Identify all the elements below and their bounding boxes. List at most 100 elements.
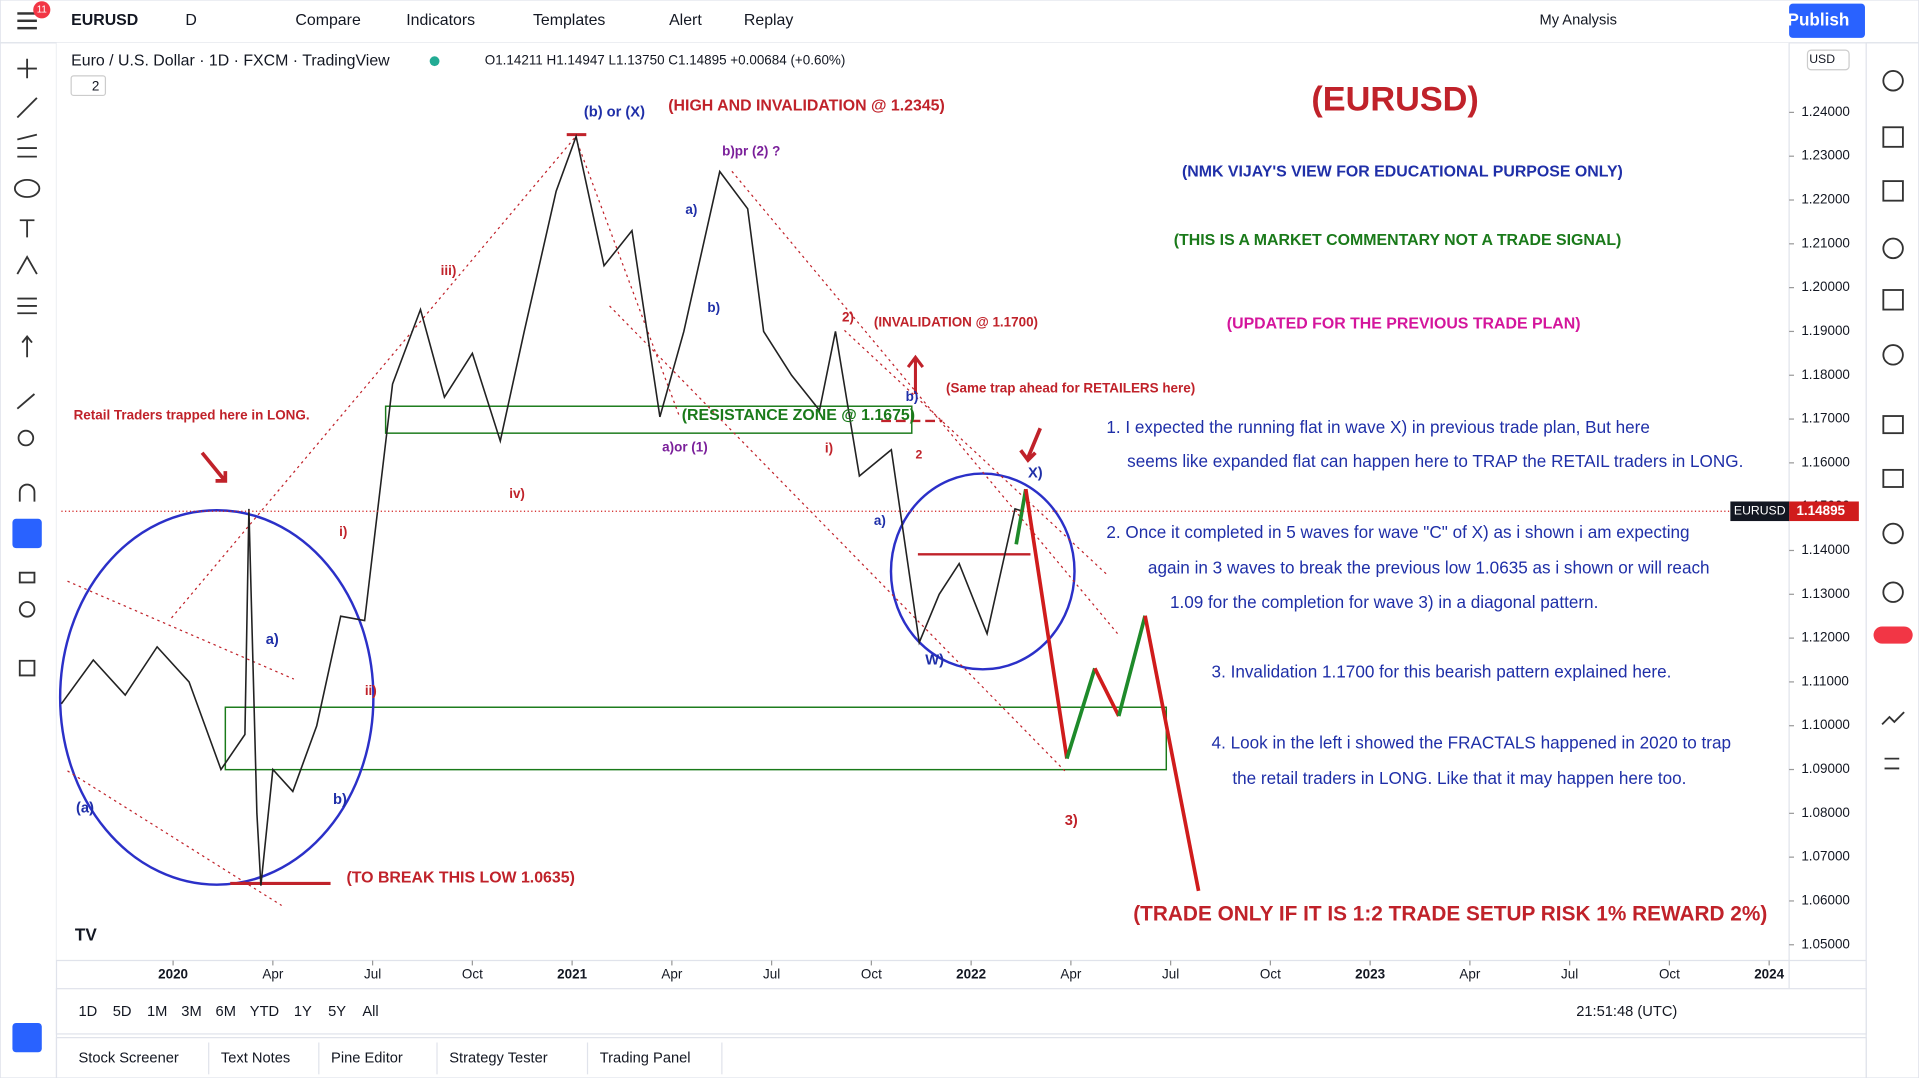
bottom-tab[interactable]: Stock Screener bbox=[79, 1050, 179, 1066]
y-tick-label: 1.05000 bbox=[1801, 936, 1850, 951]
collapse-button[interactable] bbox=[70, 75, 107, 97]
layout-name[interactable]: My Analysis bbox=[1539, 13, 1616, 29]
x-tick-label: 2024 bbox=[1754, 967, 1784, 982]
bottom-tab[interactable]: Pine Editor bbox=[331, 1050, 403, 1066]
annotation: 4. Look in the left i showed the FRACTAL… bbox=[1212, 732, 1731, 752]
annotation: (THIS IS A MARKET COMMENTARY NOT A TRADE… bbox=[1174, 232, 1622, 249]
last-price-box bbox=[1789, 501, 1859, 522]
x-tick-label: Oct bbox=[1260, 967, 1281, 982]
clock: 21:51:48 (UTC) bbox=[1576, 1004, 1677, 1020]
projection-leg bbox=[1143, 615, 1201, 892]
annotation: b) bbox=[906, 389, 919, 404]
y-tick-label: 1.19000 bbox=[1801, 323, 1850, 338]
toolbar-button[interactable]: Alert bbox=[669, 12, 702, 29]
toolbar-button[interactable]: Compare bbox=[295, 12, 361, 29]
toolbar-button[interactable]: Indicators bbox=[406, 12, 475, 29]
annotation: the retail traders in LONG. Like that it… bbox=[1232, 768, 1686, 788]
x-tick-label: Apr bbox=[1459, 967, 1480, 982]
y-tick-label: 1.07000 bbox=[1801, 849, 1850, 864]
chart-pane bbox=[56, 42, 1790, 961]
symbol-box bbox=[1730, 501, 1790, 522]
y-tick-label: 1.06000 bbox=[1801, 893, 1850, 908]
range-button[interactable]: 5Y bbox=[328, 1004, 346, 1020]
annotation: a) bbox=[874, 513, 886, 528]
active-tool[interactable] bbox=[12, 518, 42, 549]
range-button[interactable]: 1D bbox=[79, 1004, 98, 1020]
x-tick-label: 2020 bbox=[158, 967, 188, 982]
currency-button[interactable] bbox=[1806, 49, 1850, 71]
target-zone bbox=[224, 706, 1168, 771]
menu-icon[interactable] bbox=[17, 12, 37, 30]
annotation: a)or (1) bbox=[662, 439, 708, 454]
symbol[interactable]: EURUSD bbox=[71, 12, 138, 29]
bottom-tab[interactable]: Trading Panel bbox=[600, 1050, 691, 1066]
annotation: b) bbox=[707, 300, 720, 315]
x-tick-label: 2021 bbox=[557, 967, 587, 982]
range-button[interactable]: 1M bbox=[147, 1004, 167, 1020]
y-tick-label: 1.12000 bbox=[1801, 630, 1850, 645]
symbol-label: EURUSD bbox=[1734, 504, 1786, 518]
annotation: 2) bbox=[842, 310, 854, 325]
currency[interactable]: USD bbox=[1809, 52, 1835, 66]
projection-leg bbox=[1093, 667, 1121, 717]
annotation: b)pr (2) ? bbox=[722, 143, 780, 158]
x-tick-label: Jul bbox=[1561, 967, 1578, 982]
y-tick-label: 1.22000 bbox=[1801, 192, 1850, 207]
range-button[interactable]: 6M bbox=[216, 1004, 236, 1020]
x-tick-label: Oct bbox=[1659, 967, 1680, 982]
publish-label[interactable]: Publish bbox=[1788, 9, 1850, 29]
collapse-count[interactable]: 2 bbox=[92, 78, 99, 93]
x-tick-label: Apr bbox=[262, 967, 283, 982]
x-tick-label: Oct bbox=[462, 967, 483, 982]
y-tick-label: 1.23000 bbox=[1801, 148, 1850, 163]
price-line bbox=[60, 133, 1024, 886]
annotation: again in 3 waves to break the previous l… bbox=[1148, 558, 1710, 578]
annotation: (UPDATED FOR THE PREVIOUS TRADE PLAN) bbox=[1227, 315, 1581, 332]
x-tick-label: Apr bbox=[661, 967, 682, 982]
annotation: (TO BREAK THIS LOW 1.0635) bbox=[346, 870, 574, 887]
y-tick-label: 1.11000 bbox=[1801, 673, 1849, 688]
annotation: (EURUSD) bbox=[1311, 81, 1478, 119]
y-tick-label: 1.13000 bbox=[1801, 586, 1850, 601]
range-button[interactable]: YTD bbox=[250, 1004, 279, 1020]
x-tick-label: Jul bbox=[1162, 967, 1179, 982]
projection-leg bbox=[1116, 615, 1147, 717]
bottom-tab[interactable]: Text Notes bbox=[221, 1050, 290, 1066]
range-button[interactable]: 1Y bbox=[294, 1004, 312, 1020]
annotation: W) bbox=[925, 653, 944, 669]
range-button[interactable]: 3M bbox=[181, 1004, 201, 1020]
fractal-circle bbox=[58, 509, 375, 886]
y-tick-label: 1.10000 bbox=[1801, 717, 1850, 732]
annotation: Retail Traders trapped here in LONG. bbox=[74, 408, 310, 423]
toolbar-button[interactable]: Replay bbox=[744, 12, 794, 29]
last-price-label: 1.14895 bbox=[1796, 503, 1845, 518]
community-icon[interactable] bbox=[12, 1022, 42, 1053]
annotation: i) bbox=[825, 441, 833, 456]
toolbar-button[interactable]: Templates bbox=[533, 12, 605, 29]
y-tick-label: 1.20000 bbox=[1801, 279, 1850, 294]
drawing-tools[interactable] bbox=[13, 58, 41, 677]
tab-bar bbox=[55, 1037, 1867, 1078]
sidebar-icons[interactable] bbox=[1881, 70, 1905, 770]
status-dot bbox=[429, 56, 440, 67]
publish-button[interactable] bbox=[1789, 3, 1865, 38]
range-button[interactable]: 5D bbox=[113, 1004, 132, 1020]
y-tick-label: 1.17000 bbox=[1801, 411, 1850, 426]
interval[interactable]: D bbox=[185, 12, 196, 29]
bottom-tab[interactable]: Strategy Tester bbox=[449, 1050, 548, 1066]
annotation: (NMK VIJAY'S VIEW FOR EDUCATIONAL PURPOS… bbox=[1182, 164, 1623, 181]
annotation: (RESISTANCE ZONE @ 1.1675) bbox=[682, 407, 915, 424]
annotation: 1. I expected the running flat in wave X… bbox=[1106, 417, 1650, 437]
projection-leg bbox=[1023, 488, 1069, 759]
chart-title: Euro / U.S. Dollar · 1D · FXCM · Trading… bbox=[71, 52, 390, 69]
left-toolbar bbox=[0, 42, 58, 1078]
annotation: (TRADE ONLY IF IT IS 1:2 TRADE SETUP RIS… bbox=[1133, 903, 1767, 926]
range-button[interactable]: All bbox=[362, 1004, 378, 1020]
top-toolbar bbox=[0, 0, 1919, 44]
annotation: 2 bbox=[915, 447, 922, 461]
y-tick-label: 1.16000 bbox=[1801, 454, 1850, 469]
annotation: iii) bbox=[441, 263, 457, 278]
x-tick-label: 2022 bbox=[956, 967, 986, 982]
